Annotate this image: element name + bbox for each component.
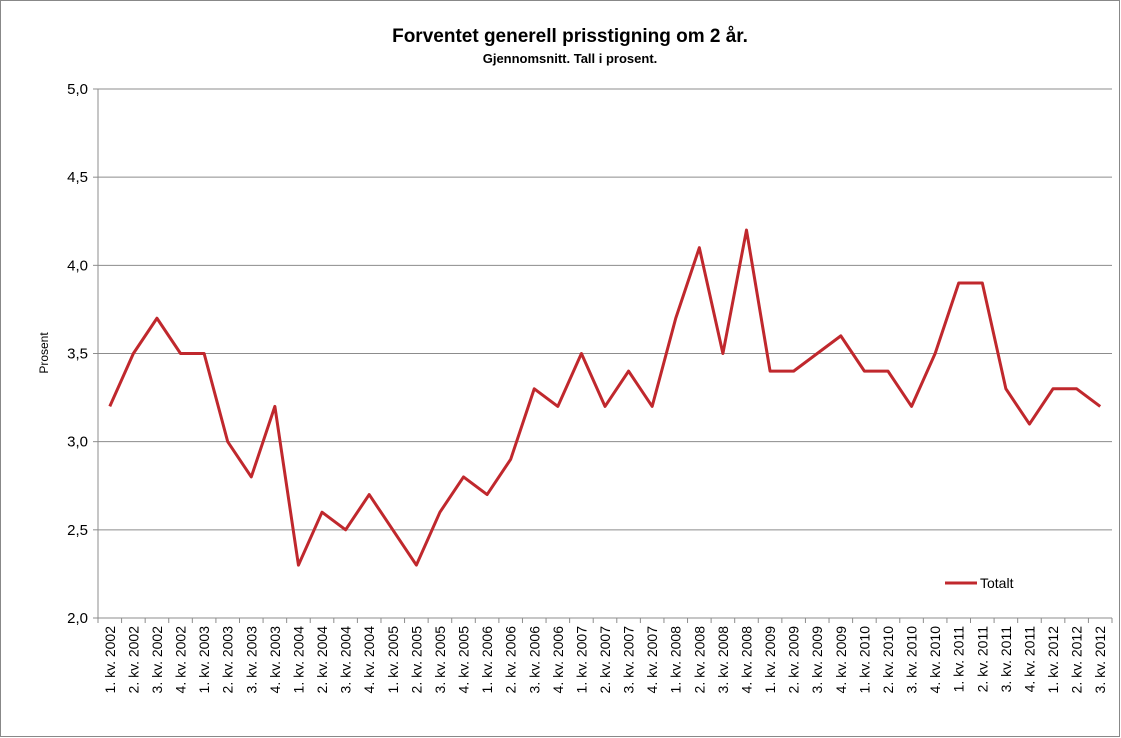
x-tick-label: 4. kv. 2002 — [173, 626, 189, 694]
x-tick-label: 2. kv. 2006 — [503, 626, 519, 694]
x-tick-label: 2. kv. 2007 — [597, 626, 613, 694]
x-tick-label: 3. kv. 2012 — [1092, 626, 1108, 694]
y-tick-label: 4,5 — [67, 169, 88, 186]
x-tick-label: 3. kv. 2006 — [526, 626, 542, 694]
legend-label: Totalt — [980, 575, 1014, 591]
x-tick-label: 3. kv. 2007 — [621, 626, 637, 694]
y-tick-label: 3,5 — [67, 346, 88, 363]
x-tick-label: 4. kv. 2006 — [550, 626, 566, 694]
x-tick-label: 1. kv. 2008 — [668, 626, 684, 694]
x-tick-label: 1. kv. 2006 — [479, 626, 495, 694]
x-tick-label: 4. kv. 2008 — [738, 626, 754, 694]
x-tick-label: 3. kv. 2005 — [432, 626, 448, 694]
x-tick-label: 2. kv. 2003 — [220, 626, 236, 694]
y-tick-label: 5,0 — [67, 81, 88, 98]
x-tick-label: 2. kv. 2011 — [974, 626, 990, 693]
x-tick-label: 3. kv. 2011 — [998, 626, 1014, 693]
x-tick-label: 2. kv. 2005 — [408, 626, 424, 694]
x-tick-label: 4. kv. 2005 — [456, 626, 472, 694]
chart-title: Forventet generell prisstigning om 2 år. — [392, 26, 748, 47]
x-tick-label: 4. kv. 2009 — [833, 626, 849, 694]
x-tick-label: 3. kv. 2002 — [149, 626, 165, 694]
x-tick-label: 1. kv. 2007 — [573, 626, 589, 694]
y-axis-label: Prosent — [37, 332, 51, 374]
x-tick-label: 1. kv. 2009 — [762, 626, 778, 694]
y-tick-label: 4,0 — [67, 257, 88, 274]
x-tick-label: 4. kv. 2007 — [644, 626, 660, 694]
x-tick-label: 1. kv. 2002 — [102, 626, 118, 694]
x-tick-label: 1. kv. 2004 — [290, 626, 306, 694]
y-tick-label: 3,0 — [67, 434, 88, 451]
x-tick-label: 3. kv. 2009 — [809, 626, 825, 694]
x-tick-label: 4. kv. 2011 — [1021, 626, 1037, 693]
x-tick-label: 2. kv. 2002 — [125, 626, 141, 694]
x-tick-label: 4. kv. 2010 — [927, 626, 943, 694]
x-tick-label: 1. kv. 2010 — [856, 626, 872, 694]
x-tick-label: 2. kv. 2009 — [786, 626, 802, 694]
x-tick-label: 4. kv. 2003 — [267, 626, 283, 694]
x-tick-label: 2. kv. 2012 — [1069, 626, 1085, 694]
x-tick-label: 3. kv. 2003 — [243, 626, 259, 694]
x-tick-label: 2. kv. 2008 — [691, 626, 707, 694]
y-tick-label: 2,5 — [67, 522, 88, 539]
x-tick-label: 1. kv. 2012 — [1045, 626, 1061, 694]
x-tick-label: 3. kv. 2004 — [338, 626, 354, 694]
x-tick-label: 3. kv. 2008 — [715, 626, 731, 694]
x-tick-label: 2. kv. 2010 — [880, 626, 896, 694]
x-tick-label: 4. kv. 2004 — [361, 626, 377, 694]
x-tick-label: 1. kv. 2003 — [196, 626, 212, 694]
chart-subtitle: Gjennomsnitt. Tall i prosent. — [483, 51, 658, 66]
x-tick-label: 1. kv. 2005 — [385, 626, 401, 694]
y-tick-label: 2,0 — [67, 610, 88, 627]
x-tick-label: 2. kv. 2004 — [314, 626, 330, 694]
x-tick-label: 1. kv. 2011 — [951, 626, 967, 693]
series-line — [108, 228, 1102, 567]
x-tick-label: 3. kv. 2010 — [904, 626, 920, 694]
